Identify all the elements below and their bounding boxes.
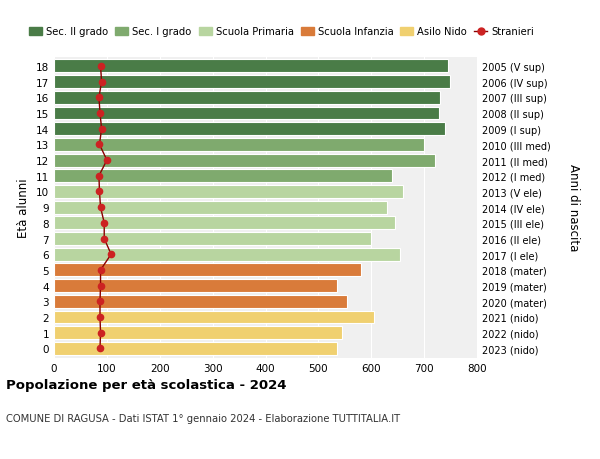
Bar (54, 123, 445, 136)
Bar (54, 92, 440, 105)
Y-axis label: Età alunni: Età alunni (17, 178, 31, 237)
Bar (54, 139, 424, 151)
Text: COMUNE DI RAGUSA - Dati ISTAT 1° gennaio 2024 - Elaborazione TUTTITALIA.IT: COMUNE DI RAGUSA - Dati ISTAT 1° gennaio… (6, 413, 400, 423)
Legend: Sec. II grado, Sec. I grado, Scuola Primaria, Scuola Infanzia, Asilo Nido, Stran: Sec. II grado, Sec. I grado, Scuola Prim… (25, 23, 538, 41)
Bar (54, 264, 361, 277)
Y-axis label: Anni di nascita: Anni di nascita (567, 164, 580, 251)
Bar (54, 170, 392, 183)
Bar (54, 76, 449, 89)
Bar (54, 202, 387, 214)
Bar (54, 342, 337, 355)
Bar (54, 280, 337, 292)
Bar (54, 326, 342, 339)
Text: Popolazione per età scolastica - 2024: Popolazione per età scolastica - 2024 (6, 379, 287, 392)
Bar (54, 233, 371, 246)
Bar (54, 154, 435, 167)
Bar (54, 311, 374, 324)
Bar (54, 248, 400, 261)
Bar (54, 60, 448, 73)
Bar (54, 185, 403, 198)
Bar (54, 107, 439, 120)
Bar (54, 295, 347, 308)
Bar (54, 217, 395, 230)
